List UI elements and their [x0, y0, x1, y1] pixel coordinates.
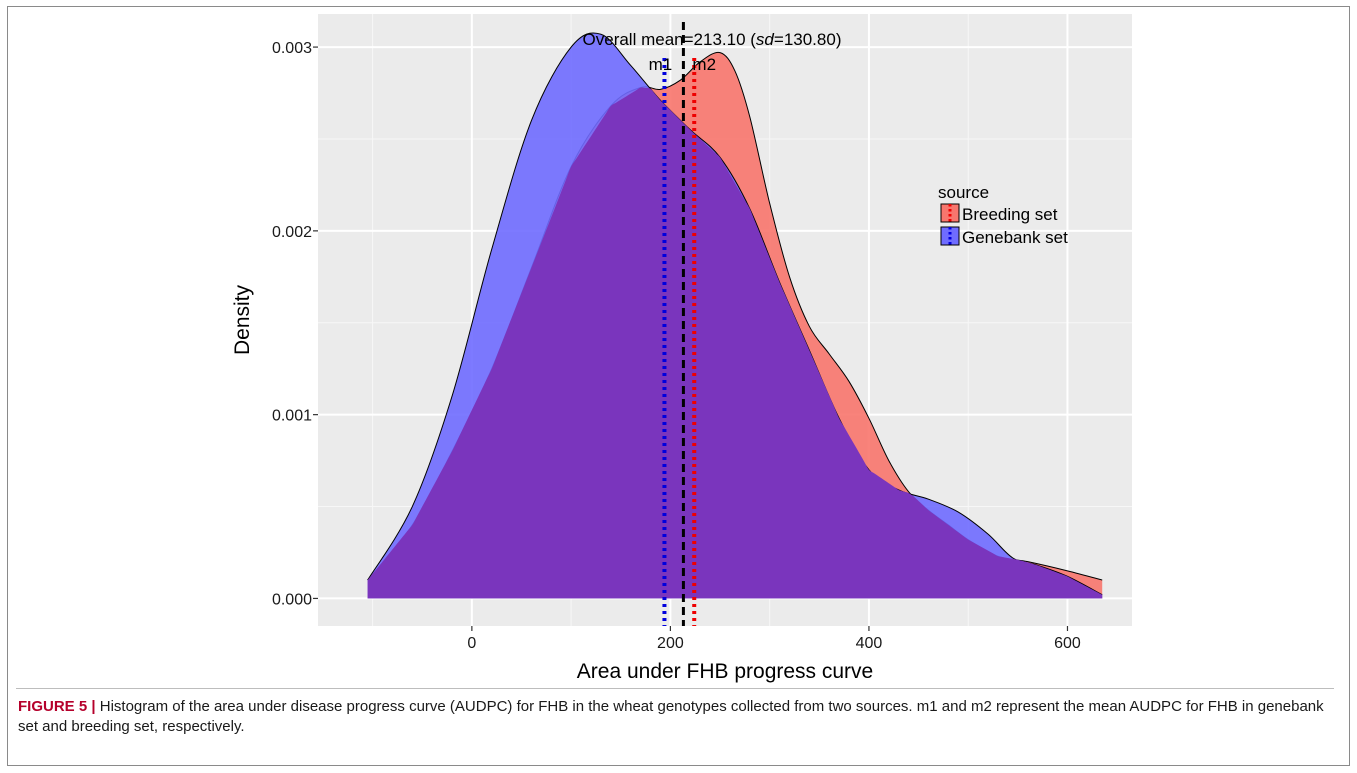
legend-label-genebank: Genebank set — [962, 228, 1068, 247]
figure-separator: | — [91, 698, 96, 715]
x-tick-label: 600 — [1054, 635, 1081, 652]
y-tick-label: 0.000 — [272, 591, 312, 608]
y-tick-label: 0.002 — [272, 224, 312, 241]
legend-item-breeding: Breeding set — [940, 203, 1058, 224]
x-tick-label: 400 — [856, 635, 883, 652]
figure-caption-text: Histogram of the area under disease prog… — [18, 698, 1324, 735]
mean-lines: m1 m2 — [649, 22, 716, 626]
mean-line-label-m1: m1 — [649, 55, 673, 74]
density-overlap — [367, 87, 1103, 599]
y-tick-label: 0.001 — [272, 408, 312, 425]
y-axis: 0.000 0.001 0.002 0.003 — [272, 40, 318, 608]
overall-mean-annotation: Overall mean=213.10 (sd=130.80) — [583, 30, 842, 49]
x-tick-label: 0 — [467, 635, 476, 652]
figure-caption: FIGURE 5 | Histogram of the area under d… — [18, 697, 1338, 737]
y-axis-title: Density — [231, 284, 254, 355]
legend-item-genebank: Genebank set — [940, 226, 1068, 247]
x-axis-title: Area under FHB progress curve — [577, 660, 873, 683]
figure-label: FIGURE 5 — [18, 698, 88, 715]
y-tick-label: 0.003 — [272, 40, 312, 57]
density-areas — [367, 32, 1103, 599]
legend-label-breeding: Breeding set — [962, 205, 1058, 224]
x-tick-label: 200 — [657, 635, 684, 652]
x-axis: 0 200 400 600 — [467, 626, 1081, 652]
mean-line-label-m2: m2 — [692, 55, 716, 74]
legend-title: source — [938, 183, 989, 202]
caption-divider — [16, 688, 1334, 689]
legend: source Breeding set Genebank set — [938, 183, 1068, 247]
density-curve-genebank-set — [367, 32, 1103, 596]
density-chart: m1 m2 0 200 400 600 0.000 0.001 0.002 0.003 Are… — [231, 14, 1132, 683]
